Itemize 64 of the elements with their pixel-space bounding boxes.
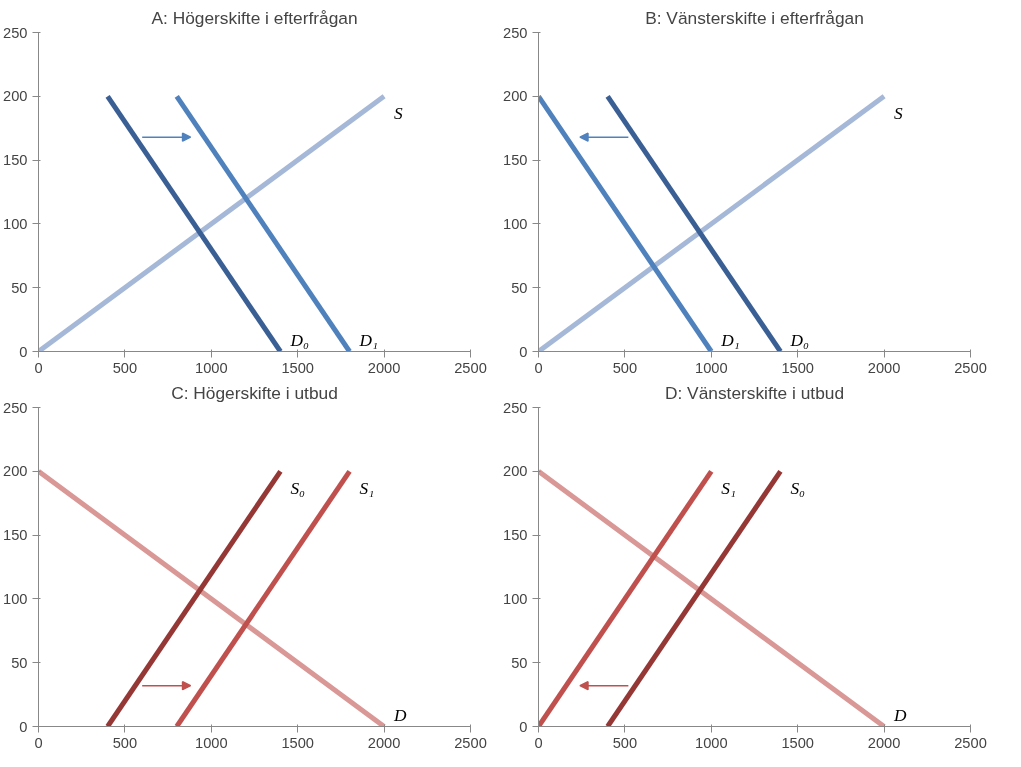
y-tick-label: 100 [503,215,528,232]
y-tick-label: 250 [3,24,28,41]
x-tick-label: 1000 [195,734,228,751]
y-tick-label: 100 [3,590,28,607]
series-label: S₁ [359,479,375,499]
series-label: D₁ [358,330,379,350]
y-tick-label: 150 [3,527,28,544]
y-tick-label: 50 [511,654,528,671]
series-label: S [894,104,904,124]
y-tick-label: 50 [11,654,28,671]
series-label: D₀ [289,330,309,350]
x-tick-label: 1000 [695,734,728,751]
x-tick-label: 1500 [781,734,815,751]
x-tick-label: 1500 [281,734,315,751]
y-tick-label: 250 [503,24,528,41]
chart-title: A: Högerskifte i efterfrågan [151,7,358,28]
x-tick-label: 2500 [954,734,987,751]
y-tick-label: 0 [519,343,528,360]
series-label: D [393,705,408,725]
y-tick-label: 100 [3,215,28,232]
x-tick-label: 0 [534,734,543,751]
x-tick-label: 2000 [367,359,401,376]
y-tick-label: 250 [503,399,528,416]
series-label: S₀ [790,479,806,499]
x-tick-label: 1000 [195,359,228,376]
y-tick-label: 150 [503,152,528,169]
x-tick-label: 2000 [867,734,901,751]
y-tick-label: 150 [3,152,28,169]
x-tick-label: 500 [112,359,138,376]
x-tick-label: 0 [534,359,543,376]
series-label: D₁ [720,330,740,350]
y-tick-label: 50 [511,279,528,296]
y-tick-label: 0 [519,718,528,735]
y-tick-label: 200 [3,463,28,480]
x-tick-label: 2000 [867,359,901,376]
series-label: S₀ [290,479,306,499]
x-tick-label: 1500 [781,359,815,376]
y-tick-label: 100 [503,590,528,607]
y-tick-label: 200 [503,463,528,480]
y-tick-label: 200 [503,88,528,105]
y-tick-label: 0 [19,343,28,360]
chart-title: D: Vänsterskifte i utbud [664,382,845,403]
chart-title: B: Vänsterskifte i efterfrågan [645,7,864,28]
x-tick-label: 1500 [281,359,315,376]
y-tick-label: 200 [3,88,28,105]
y-tick-label: 150 [503,527,528,544]
x-tick-label: 2500 [454,359,487,376]
series-label: S₁ [721,479,736,499]
x-tick-label: 2000 [367,734,401,751]
y-tick-label: 50 [11,279,28,296]
x-tick-label: 2500 [454,734,487,751]
x-tick-label: 500 [612,359,638,376]
x-tick-label: 0 [34,734,43,751]
x-tick-label: 2500 [954,359,987,376]
chart-title: C: Högerskifte i utbud [171,382,338,403]
y-tick-label: 0 [19,718,28,735]
series-label: D₀ [789,330,809,350]
series-label: S [394,104,404,124]
series-label: D [893,705,908,725]
x-tick-label: 500 [112,734,138,751]
x-tick-label: 0 [34,359,43,376]
x-tick-label: 1000 [695,359,728,376]
y-tick-label: 250 [3,399,28,416]
x-tick-label: 500 [612,734,638,751]
